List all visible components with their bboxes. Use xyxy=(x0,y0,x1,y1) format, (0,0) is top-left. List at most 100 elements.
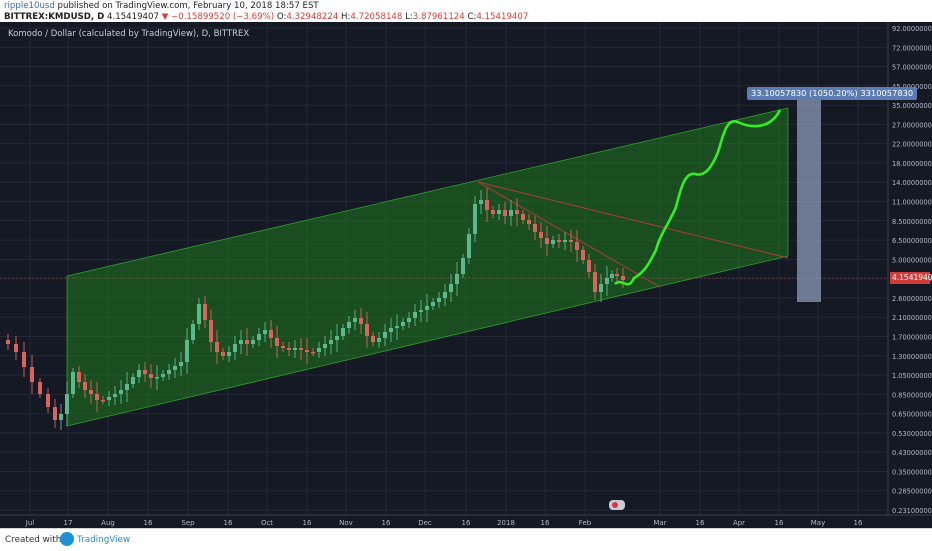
price-tick: 27.00000000 xyxy=(892,121,932,129)
candle-body xyxy=(371,336,375,342)
time-tick: 16 xyxy=(854,519,863,527)
price-tick: 72.00000000 xyxy=(892,44,932,52)
candle-body xyxy=(317,348,321,352)
candle-body xyxy=(221,352,225,356)
close-label: C: xyxy=(467,12,477,22)
price-tick: 22.00000000 xyxy=(892,141,932,149)
candle-body xyxy=(125,384,129,390)
time-tick: 2018 xyxy=(497,519,515,527)
candle-body xyxy=(14,344,18,352)
time-axis-bg xyxy=(0,515,932,528)
candle-body xyxy=(557,240,561,242)
candle-body xyxy=(227,352,231,356)
price-tick: 92.00000000 xyxy=(892,25,932,33)
candle-body xyxy=(287,348,291,350)
candle-body xyxy=(149,374,153,378)
candle-body xyxy=(521,214,525,220)
candle-body xyxy=(437,298,441,302)
open-value: 4.32948224 xyxy=(286,12,339,22)
candle-body xyxy=(563,240,567,242)
time-tick: Jul xyxy=(25,519,35,527)
candle-body xyxy=(38,382,42,394)
candle-body xyxy=(65,394,69,414)
candle-body xyxy=(311,352,315,354)
candle-body xyxy=(473,204,477,234)
time-tick: Apr xyxy=(733,519,745,527)
candle-body xyxy=(599,284,603,292)
candle-body xyxy=(83,382,87,390)
candle-body xyxy=(593,272,597,292)
candle-body xyxy=(419,310,423,312)
price-tick: 11.00000000 xyxy=(892,199,932,207)
tradingview-logo-icon[interactable] xyxy=(60,532,74,546)
time-tick: Aug xyxy=(101,519,115,527)
candle-body xyxy=(551,240,555,244)
price-chart[interactable]: 92.00000000 72.00000000 57.00000000 45.0000… xyxy=(0,22,932,528)
candle-body xyxy=(71,372,75,394)
price-tick: 14.00000000 xyxy=(892,179,932,187)
candle-body xyxy=(569,240,573,242)
price-tick: 0.35000000 xyxy=(892,468,932,476)
price-tick: 2.10000000 xyxy=(892,314,932,322)
last-price-label: 4.15419407 xyxy=(890,272,932,284)
candle-body xyxy=(77,372,81,382)
time-tick: 16 xyxy=(224,519,233,527)
time-tick: Dec xyxy=(418,519,432,527)
candle-body xyxy=(503,210,507,216)
time-tick: 16 xyxy=(144,519,153,527)
price-tick: 35.00000000 xyxy=(892,102,932,110)
candle-body xyxy=(341,328,345,336)
time-tick: Sep xyxy=(181,519,195,527)
candle-body xyxy=(233,344,237,352)
candle-body xyxy=(407,318,411,322)
candle-body xyxy=(101,400,105,402)
candle-body xyxy=(245,340,249,344)
time-tick: 16 xyxy=(775,519,784,527)
candle-body xyxy=(30,367,34,382)
trend-line xyxy=(477,181,789,259)
candle-body xyxy=(395,326,399,328)
author-link[interactable]: ripple10usd xyxy=(4,1,55,11)
candle-body xyxy=(389,328,393,332)
candle-body xyxy=(575,242,579,250)
candle-body xyxy=(485,200,489,210)
candle-body xyxy=(215,342,219,352)
chart-title: Komodo / Dollar (calculated by TradingVi… xyxy=(8,29,250,39)
time-tick: Oct xyxy=(261,519,273,527)
time-tick: Mar xyxy=(653,519,666,527)
candle-body xyxy=(461,258,465,274)
time-tick: 17 xyxy=(64,519,73,527)
footer: Created with TradingView xyxy=(0,528,932,551)
price-tick: 5.00000000 xyxy=(892,256,932,264)
candle-body xyxy=(203,304,207,320)
candle-body xyxy=(533,224,537,232)
low-label: L: xyxy=(405,12,413,22)
price-tick: 0.65000000 xyxy=(892,411,932,419)
candle-body xyxy=(191,324,195,340)
candle-body xyxy=(6,340,10,344)
price-tick: 18.00000000 xyxy=(892,160,932,168)
candle-body xyxy=(515,210,519,214)
trend-line-2 xyxy=(477,181,661,288)
candle-body xyxy=(443,292,447,298)
ohlc-line: BITTREX:KMDUSD, D 4.15419407 ▼ −0.158995… xyxy=(4,12,528,22)
candle-body xyxy=(587,260,591,272)
candle-body xyxy=(22,352,26,367)
projection-path xyxy=(614,109,782,286)
time-tick: 16 xyxy=(541,519,550,527)
price-tick: 0.23100000 xyxy=(892,507,932,515)
candle-body xyxy=(335,336,339,340)
price-tick: 6.50000000 xyxy=(892,237,932,245)
candle-body xyxy=(377,338,381,342)
candle-body xyxy=(455,274,459,284)
candle-body xyxy=(527,220,531,224)
candle-body xyxy=(251,340,255,344)
chart-area[interactable]: 92.00000000 72.00000000 57.00000000 45.0000… xyxy=(0,22,932,528)
candle-body xyxy=(275,338,279,346)
price-tick: 0.43000000 xyxy=(892,449,932,457)
tradingview-link[interactable]: TradingView xyxy=(77,535,131,545)
price-tick: 0.53000000 xyxy=(892,430,932,438)
candle-body xyxy=(509,210,513,216)
candle-body xyxy=(401,322,405,326)
candle-body xyxy=(323,344,327,348)
